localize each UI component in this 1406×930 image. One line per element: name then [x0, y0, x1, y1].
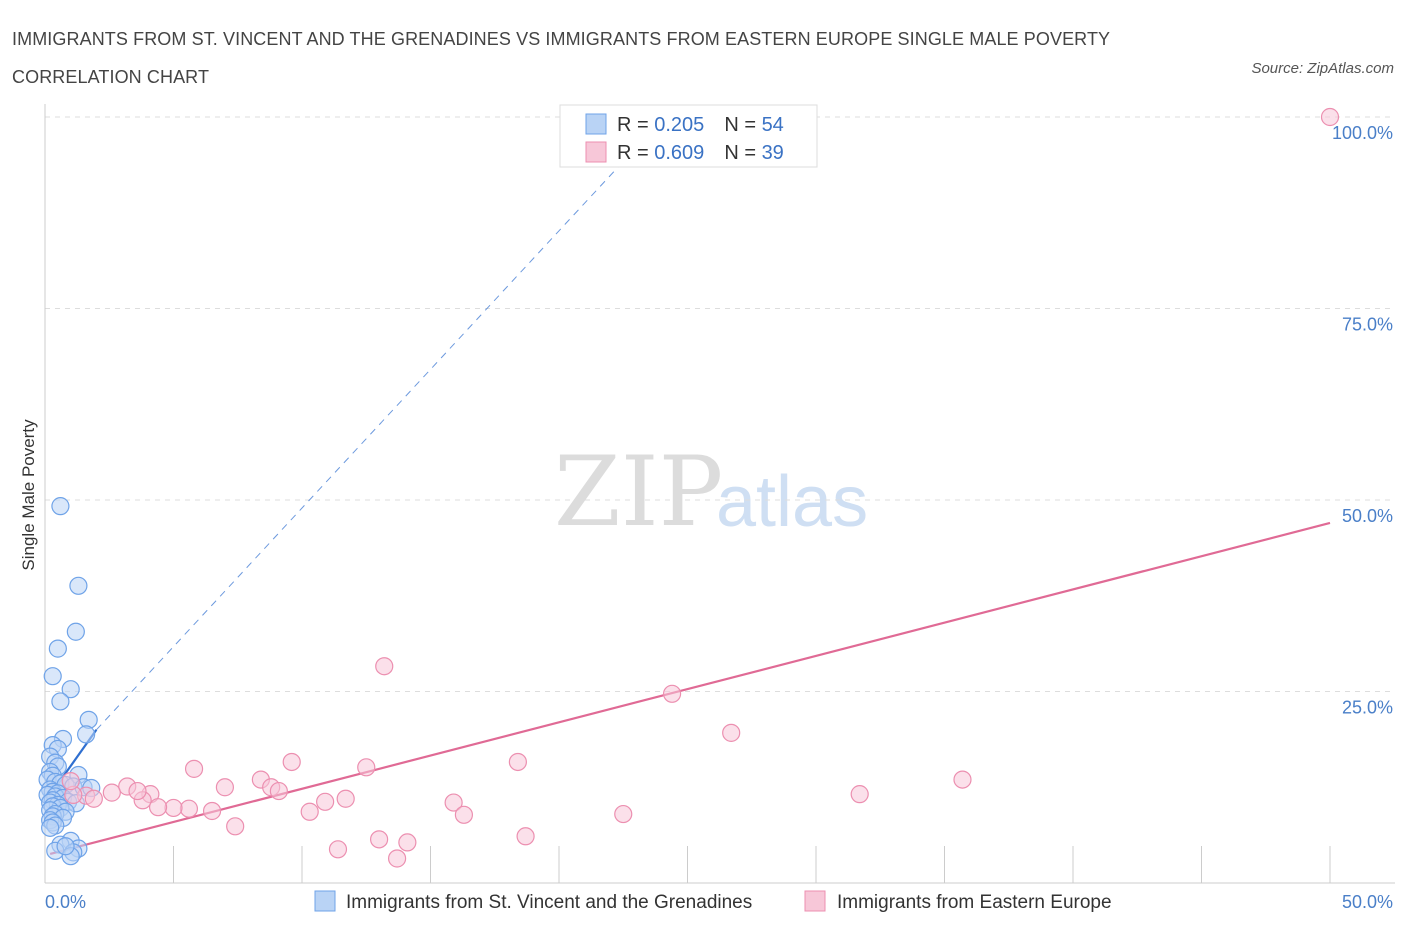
data-point-series-1 — [614, 804, 633, 824]
data-point-series-0 — [61, 680, 80, 699]
trend-line-1 — [49, 521, 1331, 855]
data-point-series-1 — [508, 752, 527, 772]
stats-n-value: 39 — [762, 142, 784, 164]
data-point-series-1 — [444, 793, 463, 812]
stats-r-value: 0.205 — [654, 114, 704, 136]
trend-line-dashed-0 — [96, 147, 637, 731]
data-point-series-1 — [387, 849, 407, 868]
y-tick-label: 100.0% — [1332, 123, 1393, 143]
y-tick-label: 50.0% — [1342, 506, 1393, 526]
data-point-series-1 — [357, 758, 376, 777]
x-tick-label: 50.0% — [1342, 892, 1393, 912]
data-point-series-1 — [282, 752, 301, 772]
data-point-series-1 — [1320, 107, 1340, 127]
stats-row-2: R = 0.609 N = 39 — [617, 142, 784, 164]
data-point-series-1 — [84, 789, 103, 808]
y-tick-label: 75.0% — [1342, 315, 1393, 335]
legend-label-blue: Immigrants from St. Vincent and the Gren… — [346, 892, 752, 913]
data-point-series-0 — [43, 667, 62, 686]
data-point-series-1 — [61, 772, 80, 791]
data-point-series-0 — [51, 497, 70, 516]
stats-swatch-blue — [585, 113, 607, 135]
data-point-series-1 — [516, 827, 535, 846]
x-tick-label: 0.0% — [45, 892, 86, 912]
data-point-series-1 — [722, 723, 741, 742]
data-point-series-1 — [336, 789, 355, 808]
data-point-series-0 — [51, 692, 70, 711]
stats-n-value: 54 — [762, 114, 784, 136]
stats-n-label: N = — [724, 114, 761, 136]
legend-swatch-pink — [804, 890, 826, 912]
stats-legend: R = 0.205 N = 54 R = 0.609 N = 39 — [559, 104, 818, 168]
data-point-series-1 — [662, 684, 682, 703]
data-point-series-1 — [202, 801, 222, 821]
data-point-series-0 — [41, 818, 60, 837]
stats-swatch-pink — [585, 141, 607, 163]
data-point-series-1 — [454, 805, 474, 824]
stats-n-label: N = — [724, 142, 761, 164]
data-point-series-1 — [226, 817, 245, 836]
data-point-series-1 — [316, 792, 335, 811]
stats-r-label: R = — [617, 114, 654, 136]
legend-swatch-blue — [314, 890, 336, 912]
data-point-series-1 — [164, 798, 183, 818]
source-credit: Source: ZipAtlas.com — [1251, 60, 1394, 77]
y-axis-label: Single Male Poverty — [19, 419, 38, 571]
data-point-series-1 — [953, 770, 972, 789]
data-point-series-1 — [179, 799, 199, 818]
watermark-zip: ZIP — [554, 436, 723, 548]
y-tick-label: 25.0% — [1342, 698, 1393, 718]
data-point-series-0 — [77, 725, 96, 744]
data-point-series-1 — [398, 833, 417, 852]
stats-r-label: R = — [617, 142, 654, 164]
data-point-series-0 — [66, 622, 85, 641]
data-point-series-1 — [215, 778, 234, 797]
data-point-series-1 — [300, 802, 319, 821]
tick-labels: 100.0% 75.0% 50.0% 25.0% 0.0% 50.0% — [45, 123, 1393, 912]
data-point-series-1 — [184, 759, 204, 778]
grid-lines — [45, 116, 1395, 692]
data-point-series-1 — [375, 657, 394, 676]
watermark-atlas: atlas — [716, 462, 868, 542]
data-points — [38, 107, 1340, 868]
series-legend: Immigrants from St. Vincent and the Gren… — [314, 890, 1112, 913]
data-point-series-0 — [69, 576, 88, 595]
data-point-series-0 — [56, 837, 75, 856]
data-point-series-1 — [102, 783, 121, 802]
stats-r-value: 0.609 — [654, 142, 704, 164]
chart-title: IMMIGRANTS FROM ST. VINCENT AND THE GREN… — [12, 29, 1110, 87]
data-point-series-1 — [328, 840, 348, 859]
data-point-series-1 — [148, 798, 168, 817]
legend-label-pink: Immigrants from Eastern Europe — [837, 892, 1112, 913]
data-point-series-0 — [48, 639, 67, 658]
stats-row-1: R = 0.205 N = 54 — [617, 114, 784, 136]
data-point-series-1 — [850, 785, 869, 804]
data-point-series-1 — [370, 830, 389, 849]
data-point-series-1 — [269, 781, 288, 801]
data-point-series-1 — [128, 781, 147, 801]
